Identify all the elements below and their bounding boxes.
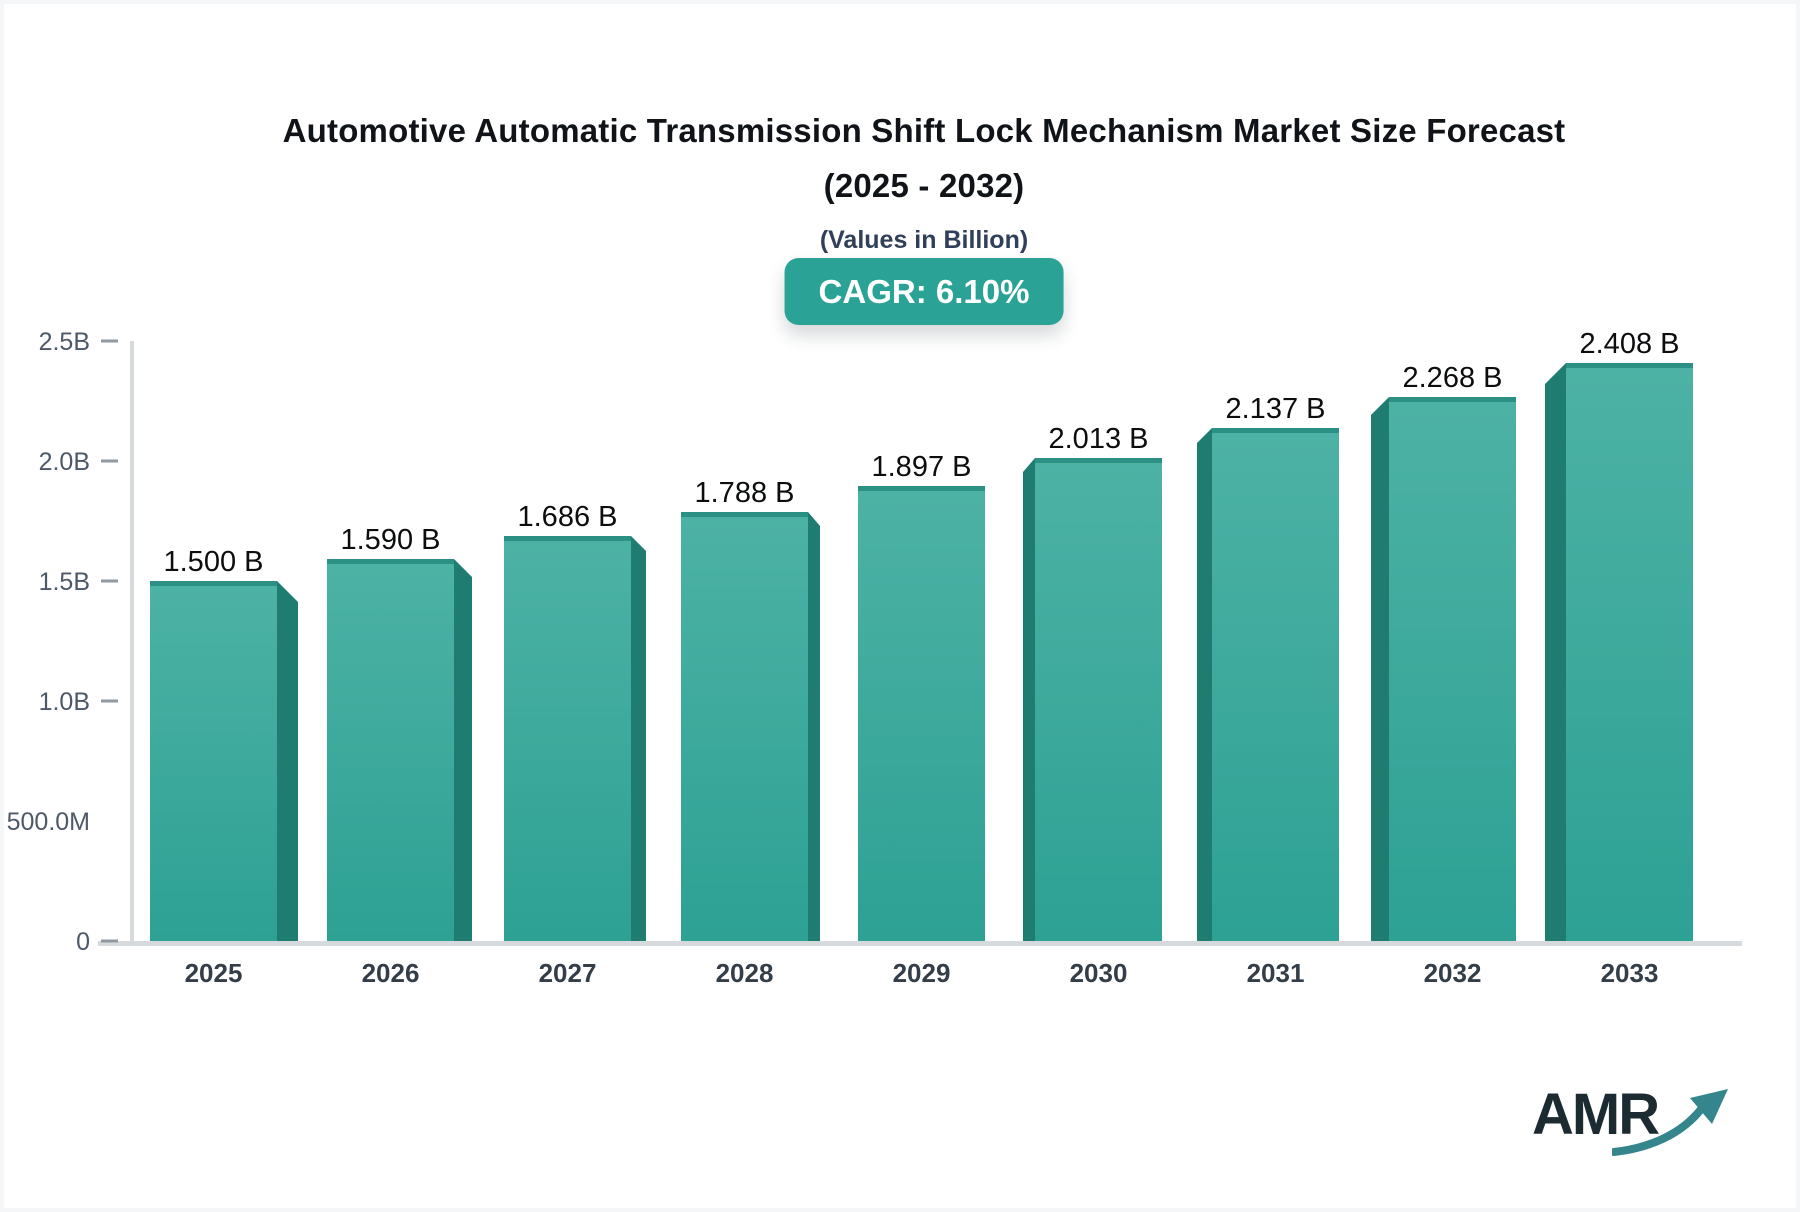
- bar-front-face: [681, 512, 808, 941]
- page-title: Automotive Automatic Transmission Shift …: [282, 112, 1566, 149]
- bar-front-face: [504, 536, 631, 941]
- bar-front-face: [150, 581, 277, 941]
- bar-top-edge: [681, 512, 808, 517]
- bar-front-face: [1389, 397, 1516, 941]
- bar-value-label: 1.686 B: [518, 501, 618, 533]
- x-axis-label: 2027: [539, 958, 597, 988]
- x-axis-label: 2026: [362, 958, 420, 988]
- bar-side-face: [1545, 363, 1566, 941]
- bar-value-label: 1.788 B: [695, 477, 795, 509]
- logo-arrow-icon: [1612, 1089, 1728, 1156]
- x-axis-label: 2031: [1247, 958, 1305, 988]
- bar-front-face: [1035, 458, 1162, 941]
- bar-side-face: [808, 512, 820, 941]
- bar-top-edge: [858, 486, 985, 491]
- bar-top-edge: [327, 559, 454, 564]
- bar-side-face: [454, 559, 472, 941]
- bar-value-label: 1.500 B: [164, 546, 264, 578]
- bar-value-label: 2.013 B: [1049, 423, 1149, 455]
- x-axis-line: [98, 941, 1742, 946]
- x-axis-label: 2025: [185, 958, 243, 988]
- bar-2028: 1.788 B 2028: [681, 477, 820, 988]
- bar-value-label: 2.137 B: [1226, 393, 1326, 425]
- bar-value-label: 1.590 B: [341, 524, 441, 556]
- y-tick-label: 500.0M: [7, 808, 90, 836]
- bar-2027: 1.686 B 2027: [504, 501, 646, 988]
- x-axis-label: 2029: [893, 958, 951, 988]
- bar-side-face: [1023, 458, 1035, 941]
- page-title-range: (2025 - 2032): [823, 167, 1025, 204]
- x-axis-label: 2033: [1601, 958, 1659, 988]
- y-tick-label: 1.0B: [39, 688, 90, 716]
- bar-2033: 2.408 B 2033: [1545, 328, 1693, 988]
- company-logo: AMR: [1532, 1086, 1732, 1166]
- x-axis-label: 2028: [716, 958, 774, 988]
- bar-2032: 2.268 B 2032: [1371, 362, 1516, 988]
- bar-side-face: [1197, 428, 1212, 941]
- y-tick-label: 1.5B: [39, 568, 90, 596]
- bar-top-edge: [1035, 458, 1162, 463]
- bar-front-face: [1212, 428, 1339, 941]
- bar-2026: 1.590 B 2026: [327, 524, 472, 988]
- x-axis-label: 2032: [1424, 958, 1482, 988]
- bar-2029: 1.897 B 2029: [858, 451, 985, 988]
- cagr-badge: CAGR: 6.10%: [784, 258, 1064, 325]
- bar-2031: 2.137 B 2031: [1197, 393, 1339, 988]
- bar-value-label: 2.408 B: [1580, 328, 1680, 360]
- bar-top-edge: [150, 581, 277, 586]
- bar-top-edge: [504, 536, 631, 541]
- y-tick-label: 0: [76, 928, 90, 956]
- logo-text: AMR: [1532, 1082, 1660, 1147]
- bar-side-face: [1371, 397, 1389, 941]
- bar-front-face: [858, 486, 985, 941]
- bar-2025: 1.500 B 2025: [150, 546, 298, 988]
- bar-front-face: [1566, 363, 1693, 941]
- y-tick-label: 2.5B: [39, 328, 90, 356]
- bar-front-face: [327, 559, 454, 941]
- bar-side-face: [277, 581, 298, 941]
- bar-top-edge: [1566, 363, 1693, 368]
- x-axis-label: 2030: [1070, 958, 1128, 988]
- bar-top-edge: [1212, 428, 1339, 433]
- y-tick-label: 2.0B: [39, 448, 90, 476]
- bar-top-edge: [1389, 397, 1516, 402]
- bar-2030: 2.013 B 2030: [1023, 423, 1162, 988]
- bar-value-label: 1.897 B: [872, 451, 972, 483]
- bar-side-face: [631, 536, 646, 941]
- chart-subtitle: (Values in Billion): [819, 226, 1029, 254]
- bar-value-label: 2.268 B: [1403, 362, 1503, 394]
